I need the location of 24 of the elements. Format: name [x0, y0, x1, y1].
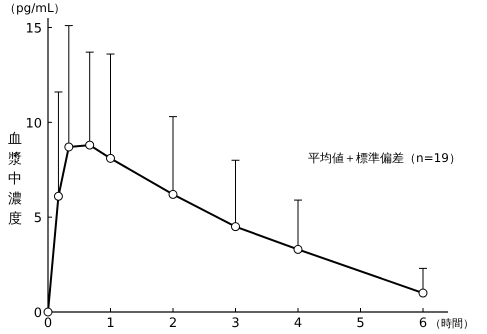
y-axis-title: 血漿中濃度: [8, 131, 22, 227]
point: [418, 288, 428, 298]
point: [106, 154, 115, 163]
x-tick-label: 3: [231, 316, 240, 331]
x-tick-label: 2: [168, 316, 178, 331]
y-tick-label: 0: [34, 306, 42, 321]
y-tick-label: 10: [25, 116, 42, 132]
annotation: 平均値＋標準偏差（n=19）: [308, 151, 461, 165]
x-tick-label: 6: [418, 316, 428, 331]
point: [168, 190, 178, 199]
text: （pg/mL）: [4, 1, 66, 15]
point: [54, 192, 63, 201]
point: [231, 222, 240, 232]
x-tick-label: 4: [294, 316, 302, 331]
point: [64, 142, 74, 152]
x-tick-label: 1: [106, 316, 115, 331]
point: [85, 140, 94, 150]
x-tick-label: 5: [356, 316, 365, 331]
y-tick-label: 15: [25, 21, 42, 36]
x-tick-label: 0: [44, 316, 52, 331]
x-axis-title: （時間）: [430, 317, 474, 330]
y-tick-label: 5: [34, 211, 42, 226]
point: [294, 244, 302, 254]
point: [44, 308, 52, 316]
